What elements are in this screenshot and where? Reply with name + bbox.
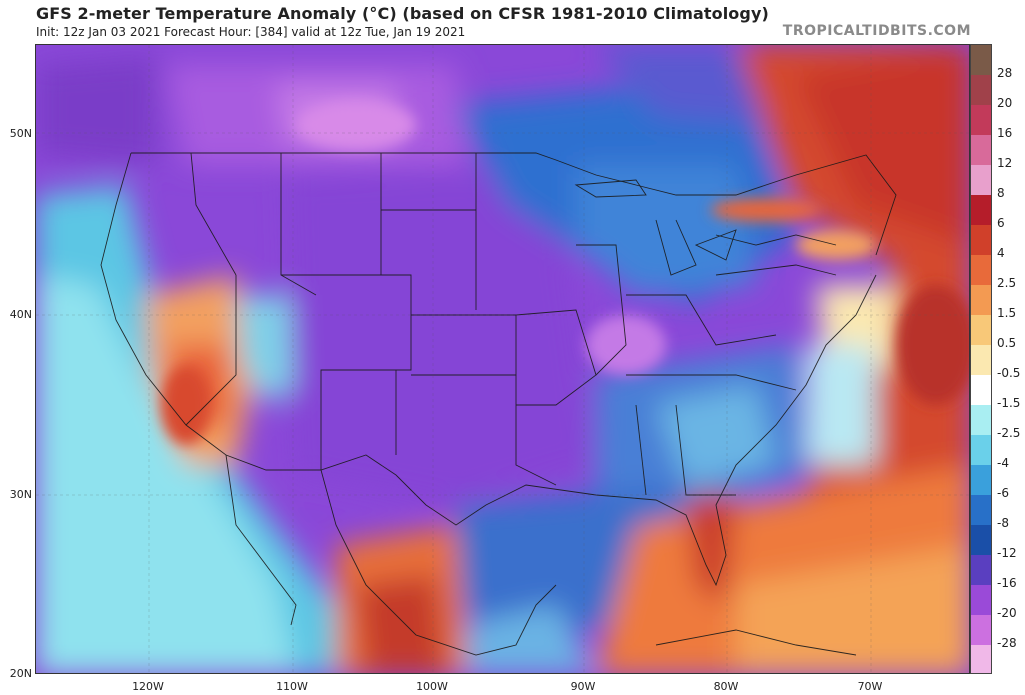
border-14 bbox=[626, 374, 797, 391]
border-5 bbox=[281, 274, 412, 470]
colorbar-tick-label: -2.5 bbox=[997, 426, 1021, 440]
colorbar-segment bbox=[971, 195, 991, 226]
colorbar-segment bbox=[971, 75, 991, 106]
lon-label-100w: 100W bbox=[416, 680, 448, 693]
us-canada-border bbox=[131, 152, 897, 256]
colorbar-tick-label: 12 bbox=[997, 156, 1013, 170]
colorbar-segment bbox=[971, 315, 991, 346]
colorbar-tick-label: -6 bbox=[997, 486, 1009, 500]
border-12 bbox=[576, 244, 627, 376]
border-15 bbox=[635, 404, 647, 496]
colorbar-segment bbox=[971, 105, 991, 136]
colorbar-tick-label: -20 bbox=[997, 606, 1017, 620]
colorbar-tick-label: -8 bbox=[997, 516, 1009, 530]
colorbar-segment bbox=[971, 135, 991, 166]
political-boundaries bbox=[100, 152, 897, 656]
colorbar-segment bbox=[971, 465, 991, 496]
border-16 bbox=[675, 404, 736, 496]
forecast-subtitle: Init: 12z Jan 03 2021 Forecast Hour: [38… bbox=[36, 25, 466, 39]
colorbar-segment bbox=[971, 615, 991, 646]
colorbar-segment bbox=[971, 45, 991, 76]
colorbar-tick-label: -12 bbox=[997, 546, 1017, 560]
colorbar-tick-label: -1.5 bbox=[997, 396, 1021, 410]
anomaly-map-graphic bbox=[36, 45, 969, 673]
us-coastline bbox=[100, 152, 877, 587]
lake-huron bbox=[694, 229, 737, 261]
colorbar-tick-label: 16 bbox=[997, 126, 1013, 140]
colorbar-segment bbox=[971, 375, 991, 406]
lon-label-110w: 110W bbox=[276, 680, 308, 693]
border-6 bbox=[185, 275, 237, 426]
anomaly-detail-shading bbox=[161, 100, 969, 445]
colorbar-segment bbox=[971, 645, 991, 673]
colorbar-tick-label: 4 bbox=[997, 246, 1005, 260]
lat-lon-grid bbox=[36, 45, 969, 673]
lat-label-30n: 30N bbox=[9, 488, 32, 501]
colorbar bbox=[970, 44, 992, 674]
colorbar-tick-label: 8 bbox=[997, 186, 1005, 200]
lat-label-40n: 40N bbox=[9, 308, 32, 321]
source-brand: TROPICALTIDBITS.COM bbox=[782, 23, 971, 39]
lon-label-120w: 120W bbox=[132, 680, 164, 693]
lon-label-80w: 80W bbox=[713, 680, 739, 693]
lon-label-90w: 90W bbox=[570, 680, 596, 693]
colorbar-segment bbox=[971, 525, 991, 556]
mexico-coast bbox=[320, 469, 557, 656]
colorbar-segment bbox=[971, 345, 991, 376]
border-18 bbox=[715, 234, 837, 246]
colorbar-segment bbox=[971, 555, 991, 586]
colorbar-tick-label: 2.5 bbox=[997, 276, 1017, 290]
colorbar-tick-label: 6 bbox=[997, 216, 1005, 230]
lake-superior bbox=[574, 179, 647, 198]
border-13 bbox=[626, 294, 777, 346]
anomaly-map bbox=[35, 44, 970, 674]
colorbar-segment bbox=[971, 405, 991, 436]
colorbar-tick-label: 1.5 bbox=[997, 306, 1017, 320]
colorbar-tick-label: 28 bbox=[997, 66, 1013, 80]
border-1 bbox=[190, 152, 237, 276]
border-10 bbox=[515, 375, 557, 486]
colorbar-segment bbox=[971, 435, 991, 466]
colorbar-segment bbox=[971, 495, 991, 526]
cuba bbox=[655, 629, 857, 656]
colorbar-tick-label: 20 bbox=[997, 96, 1013, 110]
colorbar-segment bbox=[971, 165, 991, 196]
colorbar-segment bbox=[971, 255, 991, 286]
map-title: GFS 2-meter Temperature Anomaly (°C) (ba… bbox=[36, 4, 769, 23]
colorbar-segment bbox=[971, 585, 991, 616]
lat-label-20n: 20N bbox=[9, 667, 32, 680]
colorbar-tick-label: -0.5 bbox=[997, 366, 1021, 380]
lake-michigan bbox=[655, 219, 697, 276]
colorbar-segment bbox=[971, 285, 991, 316]
baja-california bbox=[225, 454, 297, 626]
colorbar-segment bbox=[971, 225, 991, 256]
lon-label-70w: 70W bbox=[857, 680, 883, 693]
colorbar-tick-label: 0.5 bbox=[997, 336, 1017, 350]
colorbar-tick-label: -4 bbox=[997, 456, 1009, 470]
colorbar-tick-label: -16 bbox=[997, 576, 1017, 590]
colorbar-tick-label: -28 bbox=[997, 636, 1017, 650]
border-17 bbox=[715, 264, 837, 276]
lat-label-50n: 50N bbox=[9, 127, 32, 140]
border-8 bbox=[411, 314, 517, 376]
